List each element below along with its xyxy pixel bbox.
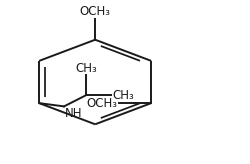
Text: OCH₃: OCH₃: [86, 97, 118, 110]
Text: CH₃: CH₃: [112, 89, 134, 102]
Text: OCH₃: OCH₃: [80, 5, 111, 18]
Text: NH: NH: [65, 107, 83, 120]
Text: CH₃: CH₃: [76, 62, 97, 75]
